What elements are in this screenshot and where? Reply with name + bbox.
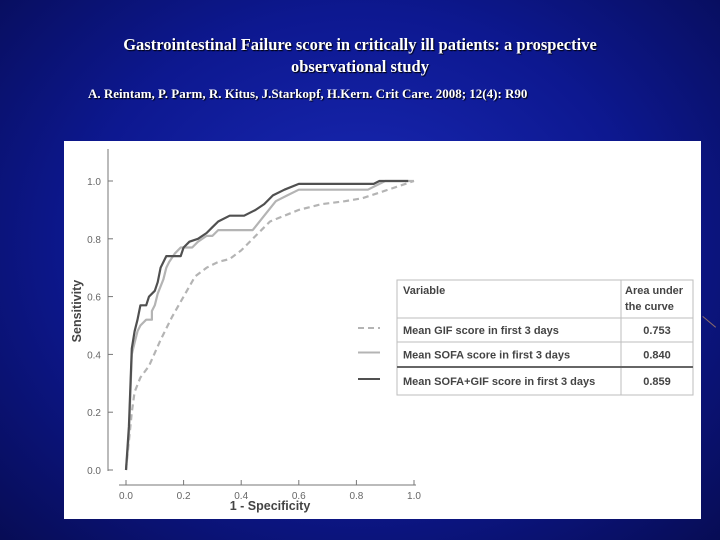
x-tick-label: 0.6 xyxy=(292,491,306,502)
roc-chart: 0.0 0.2 0.4 0.6 0.8 1.0 0.0 0.2 0.4 0.6 0.8 1.0 1 - … xyxy=(70,149,694,513)
slide-title: Gastrointestinal Failure score in critic… xyxy=(0,34,720,78)
legend-table: Variable Area under the curve Mean GIF scor… xyxy=(358,279,694,396)
x-tick-label: 0.8 xyxy=(349,491,363,502)
x-tick-label: 1.0 xyxy=(407,491,421,502)
citation: A. Reintam, P. Parm, R. Kitus, J.Starkop… xyxy=(88,86,528,101)
y-tick-label: 0.2 xyxy=(87,408,101,419)
y-tick-label: 0.0 xyxy=(87,466,101,477)
decorative-line xyxy=(702,316,717,328)
x-tick-label: 0.0 xyxy=(119,491,133,502)
y-tick-label: 0.4 xyxy=(87,350,101,361)
slide-title-line-1: Gastrointestinal Failure score in critic… xyxy=(123,35,597,54)
series-layer xyxy=(124,179,415,471)
y-axis-label: Sensitivity xyxy=(70,280,84,343)
chart-panel: 0.0 0.2 0.4 0.6 0.8 1.0 0.0 0.2 0.4 0.6 0.8 1.0 1 - … xyxy=(64,141,701,519)
legend-header-variable: Variable xyxy=(403,285,445,297)
legend-row-variable: Mean GIF score in first 3 days xyxy=(403,325,559,337)
legend-header-auc: Area under xyxy=(625,285,684,297)
roc-line-sofa-gif xyxy=(124,179,409,471)
legend-row-variable: Mean SOFA score in first 3 days xyxy=(403,350,570,362)
y-tick-label: 0.6 xyxy=(87,293,101,304)
legend-row-auc: 0.753 xyxy=(643,325,671,337)
x-tick-label: 0.4 xyxy=(234,491,248,502)
x-axis-label: 1 - Specificity xyxy=(230,499,311,513)
legend-row-variable: Mean SOFA+GIF score in first 3 days xyxy=(403,376,595,388)
roc-line-sofa xyxy=(124,179,414,471)
slide-title-line-2: observational study xyxy=(291,57,429,76)
legend-header-auc: the curve xyxy=(625,301,674,313)
legend-row-auc: 0.840 xyxy=(643,350,671,362)
roc-line-gif xyxy=(124,179,415,471)
y-tick-label: 0.8 xyxy=(87,235,101,246)
legend-row-auc: 0.859 xyxy=(643,376,671,388)
legend-frame xyxy=(396,279,694,396)
y-tick-label: 1.0 xyxy=(87,177,101,188)
x-tick-label: 0.2 xyxy=(177,491,191,502)
axes: 0.0 0.2 0.4 0.6 0.8 1.0 0.0 0.2 0.4 0.6 0.8 1.0 1 - … xyxy=(70,149,421,513)
